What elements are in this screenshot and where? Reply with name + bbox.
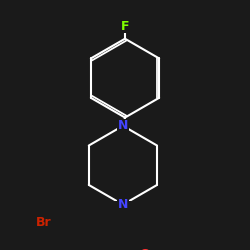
Text: N: N xyxy=(118,198,128,211)
Text: Br: Br xyxy=(36,216,52,229)
Text: O: O xyxy=(139,248,150,250)
Text: F: F xyxy=(121,20,129,33)
Text: N: N xyxy=(118,119,128,132)
